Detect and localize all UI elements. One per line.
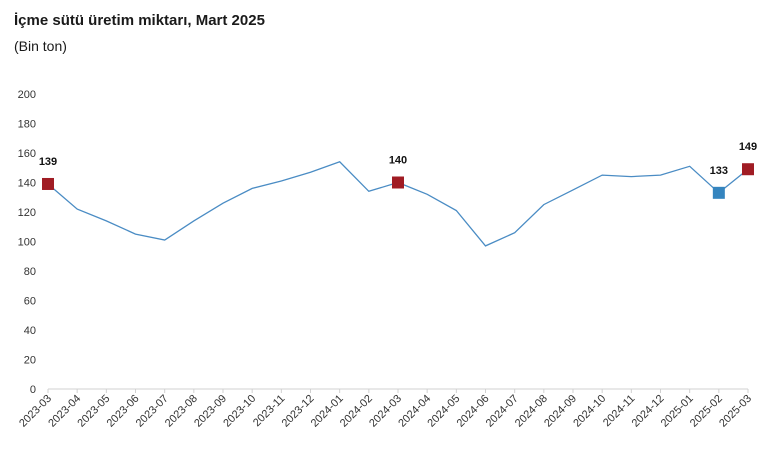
y-axis-ticks: 0 20 40 60 80 100 120 140 160 180 200 [18, 89, 36, 396]
y-tick-label: 80 [24, 266, 36, 278]
data-point-marker [42, 177, 54, 190]
data-label: 140 [389, 155, 407, 167]
data-point-marker [712, 186, 725, 199]
highlight-markers: 139 140 133 149 [39, 141, 757, 199]
y-tick-label: 140 [18, 178, 36, 190]
data-point-marker [392, 176, 404, 189]
chart-title: İçme sütü üretim miktarı, Mart 2025 [14, 12, 265, 29]
data-point-marker [742, 163, 754, 176]
data-label: 133 [710, 165, 728, 177]
x-axis-ticks: 2023-032023-042023-052023-062023-072023-… [17, 389, 754, 430]
y-tick-label: 60 [24, 296, 36, 308]
y-tick-label: 20 [24, 355, 36, 367]
y-tick-label: 200 [18, 89, 36, 101]
y-tick-label: 160 [18, 148, 36, 160]
data-label: 139 [39, 156, 57, 168]
data-label: 149 [739, 141, 757, 153]
y-tick-label: 120 [18, 207, 36, 219]
x-tick-label: 2024-10 [571, 393, 608, 430]
x-tick-label: 2025-03 [717, 393, 754, 430]
y-tick-label: 40 [24, 325, 36, 337]
y-tick-label: 100 [18, 237, 36, 249]
series-line [47, 161, 749, 247]
y-tick-label: 180 [18, 119, 36, 131]
y-tick-label: 0 [30, 384, 36, 396]
x-tick-label: 2023-10 [221, 393, 258, 430]
chart-subtitle: (Bin ton) [14, 38, 67, 54]
